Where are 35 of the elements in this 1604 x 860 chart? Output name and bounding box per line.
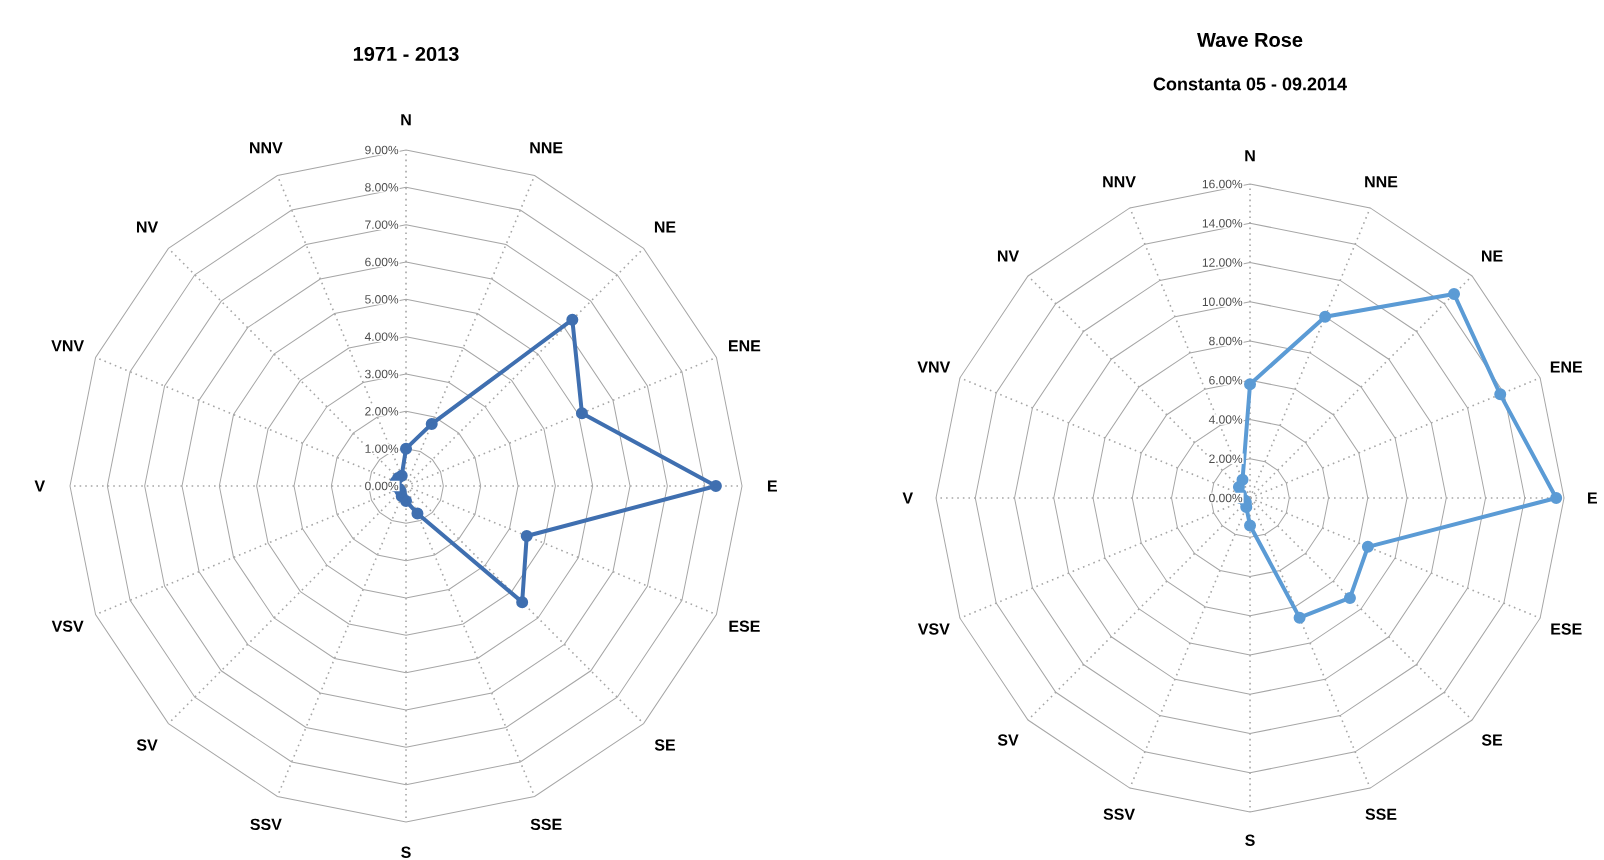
spoke-label: SV bbox=[997, 734, 1019, 746]
spoke-label: NE bbox=[1482, 250, 1503, 262]
spoke-label: NE bbox=[654, 221, 676, 233]
spoke-label: VNV bbox=[51, 340, 84, 352]
spoke-label: V bbox=[902, 492, 913, 504]
spoke-label: NNV bbox=[1103, 176, 1136, 188]
chart-subtitle: Constanta 05 - 09.2014 bbox=[1153, 77, 1347, 91]
spoke-label: S bbox=[401, 846, 411, 858]
spoke-label: E bbox=[767, 480, 777, 492]
spoke-label: S bbox=[1245, 834, 1255, 846]
spoke-label: SV bbox=[136, 739, 158, 751]
spoke-label: VSV bbox=[917, 623, 950, 635]
spoke-label: VNV bbox=[917, 361, 951, 373]
spoke-label: ESE bbox=[1551, 623, 1582, 635]
spoke-label: SSV bbox=[1103, 808, 1135, 820]
spoke-label: NNV bbox=[250, 142, 283, 154]
chart-title: 1971 - 2013 bbox=[353, 46, 459, 62]
spoke-label: SSE bbox=[1365, 808, 1397, 820]
spoke-label: E bbox=[1588, 492, 1597, 504]
spoke-label: ENE bbox=[1550, 361, 1583, 373]
spoke-label: SE bbox=[1481, 734, 1503, 746]
spoke-label: SSV bbox=[250, 818, 282, 831]
spoke-label: NV bbox=[136, 221, 159, 233]
spoke-label: N bbox=[1245, 150, 1255, 162]
spoke-label: NV bbox=[997, 250, 1020, 262]
spoke-label: N bbox=[401, 114, 411, 126]
spoke-label: SE bbox=[654, 739, 676, 751]
spoke-label: ENE bbox=[728, 340, 761, 352]
spoke-label: V bbox=[34, 480, 46, 492]
spoke-label: SSE bbox=[530, 818, 562, 831]
spoke-label: VSV bbox=[51, 620, 84, 632]
spoke-label: NNE bbox=[530, 142, 563, 154]
spoke-label: ESE bbox=[729, 620, 760, 632]
chart-title: Wave Rose bbox=[1197, 33, 1303, 47]
spoke-label: NNE bbox=[1365, 176, 1398, 188]
